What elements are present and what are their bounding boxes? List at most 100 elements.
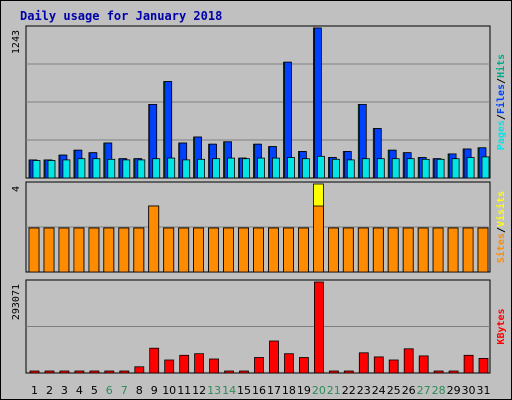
x-tick-label: 24 — [372, 384, 386, 397]
bar-pages-day-19 — [301, 158, 310, 179]
bar-sites-day-30 — [462, 227, 474, 273]
bar-kbytes-day-2 — [44, 370, 55, 374]
bar-pages-day-18 — [287, 157, 295, 179]
x-tick-label: 22 — [342, 384, 356, 397]
bar-sites-day-12 — [193, 227, 205, 273]
x-tick-label: 11 — [177, 384, 191, 397]
x-tick-label: 18 — [282, 384, 296, 397]
bar-kbytes-day-21 — [328, 370, 339, 374]
bar-sites-day-17 — [268, 227, 279, 273]
bar-pages-day-21 — [331, 158, 340, 179]
x-tick-label: 13 — [207, 384, 221, 397]
bar-kbytes-day-13 — [209, 358, 220, 374]
bar-pages-day-22 — [346, 159, 355, 179]
bar-pages-day-27 — [421, 158, 430, 179]
bar-pages-day-25 — [391, 158, 400, 179]
bar-kbytes-day-14 — [224, 370, 235, 374]
x-tick-label: 23 — [357, 384, 371, 397]
bar-pages-day-2 — [47, 160, 56, 179]
bar-sites-day-19 — [297, 227, 309, 273]
bar-pages-day-28 — [436, 158, 445, 179]
legend-item: KBytes — [496, 308, 507, 344]
bar-pages-day-26 — [406, 158, 415, 179]
x-tick-label: 12 — [192, 384, 206, 397]
bar-kbytes-day-29 — [448, 370, 459, 374]
x-tick-label: 7 — [121, 384, 128, 397]
bar-kbytes-day-17 — [269, 340, 279, 374]
legend-item: Sites — [495, 233, 507, 263]
bar-sites-day-2 — [43, 227, 55, 273]
bar-files-day-20 — [313, 27, 322, 179]
bar-pages-day-9 — [152, 158, 161, 179]
bar-kbytes-day-20 — [313, 281, 324, 374]
bar-sites-day-25 — [387, 227, 399, 273]
bar-kbytes-day-16 — [254, 357, 264, 374]
bar-kbytes-day-8 — [134, 366, 145, 374]
bar-pages-day-8 — [137, 159, 146, 179]
bar-kbytes-day-11 — [179, 354, 190, 374]
y-max-label-kbytes: 293071 — [11, 284, 22, 320]
legend-item: Pages — [496, 120, 507, 150]
x-tick-label: 16 — [252, 384, 266, 397]
x-tick-label: 28 — [432, 384, 446, 397]
bar-pages-day-30 — [466, 157, 475, 179]
chart-title: Daily usage for January 2018 — [20, 9, 223, 23]
x-tick-label: 29 — [447, 384, 461, 397]
x-tick-label: 1 — [31, 384, 38, 397]
bar-sites-day-3 — [58, 227, 70, 273]
bar-kbytes-day-10 — [164, 359, 175, 374]
legend-item: / — [496, 78, 507, 84]
bar-pages-day-16 — [257, 157, 265, 179]
bar-pages-day-15 — [242, 158, 250, 179]
bar-sites-day-28 — [432, 227, 444, 273]
bar-kbytes-day-6 — [104, 370, 115, 374]
bar-sites-day-23 — [357, 227, 369, 273]
bar-pages-day-5 — [92, 158, 101, 179]
bar-pages-day-4 — [77, 158, 86, 179]
bar-kbytes-day-23 — [358, 352, 369, 374]
bar-sites-day-21 — [327, 227, 339, 273]
bar-kbytes-day-1 — [29, 370, 40, 374]
bar-sites-day-29 — [447, 227, 459, 273]
bar-sites-day-4 — [73, 227, 85, 273]
bar-pages-day-23 — [361, 158, 370, 179]
bar-sites-day-16 — [253, 227, 264, 273]
bar-pages-day-7 — [122, 159, 131, 179]
bar-sites-day-6 — [103, 227, 115, 273]
legend-hits: Pages/Files/Hits — [495, 54, 507, 150]
bar-sites-day-20 — [312, 205, 324, 273]
bar-kbytes-day-19 — [298, 357, 309, 374]
x-tick-label: 2 — [46, 384, 53, 397]
bar-pages-day-20 — [316, 155, 325, 179]
bar-pages-day-10 — [167, 157, 176, 179]
bar-sites-day-5 — [88, 227, 100, 273]
bar-kbytes-day-31 — [478, 357, 489, 374]
x-tick-label: 19 — [297, 384, 311, 397]
bar-pages-day-3 — [62, 159, 71, 179]
bar-kbytes-day-7 — [119, 370, 130, 374]
x-tick-label: 8 — [136, 384, 143, 397]
bar-pages-day-1 — [32, 160, 41, 179]
bar-kbytes-day-18 — [284, 353, 294, 374]
x-tick-label: 5 — [91, 384, 98, 397]
bar-kbytes-day-26 — [403, 348, 414, 374]
bar-sites-day-11 — [178, 227, 190, 273]
bar-kbytes-day-12 — [194, 353, 205, 374]
x-tick-label: 10 — [162, 384, 176, 397]
bar-sites-day-13 — [208, 227, 220, 273]
bar-pages-day-14 — [227, 157, 236, 179]
legend-item: Visits — [495, 191, 507, 227]
x-tick-label: 3 — [61, 384, 68, 397]
bar-kbytes-day-15 — [239, 370, 249, 374]
bar-kbytes-day-9 — [149, 347, 160, 374]
x-tick-label: 14 — [222, 384, 236, 397]
bar-sites-day-26 — [402, 227, 414, 273]
bar-sites-day-9 — [148, 205, 160, 273]
bar-kbytes-day-3 — [59, 370, 70, 374]
legend-visits: Sites/Visits — [495, 191, 507, 263]
bar-kbytes-day-30 — [463, 354, 474, 374]
legend-item: Hits — [495, 54, 507, 78]
bar-pages-day-29 — [451, 158, 460, 179]
